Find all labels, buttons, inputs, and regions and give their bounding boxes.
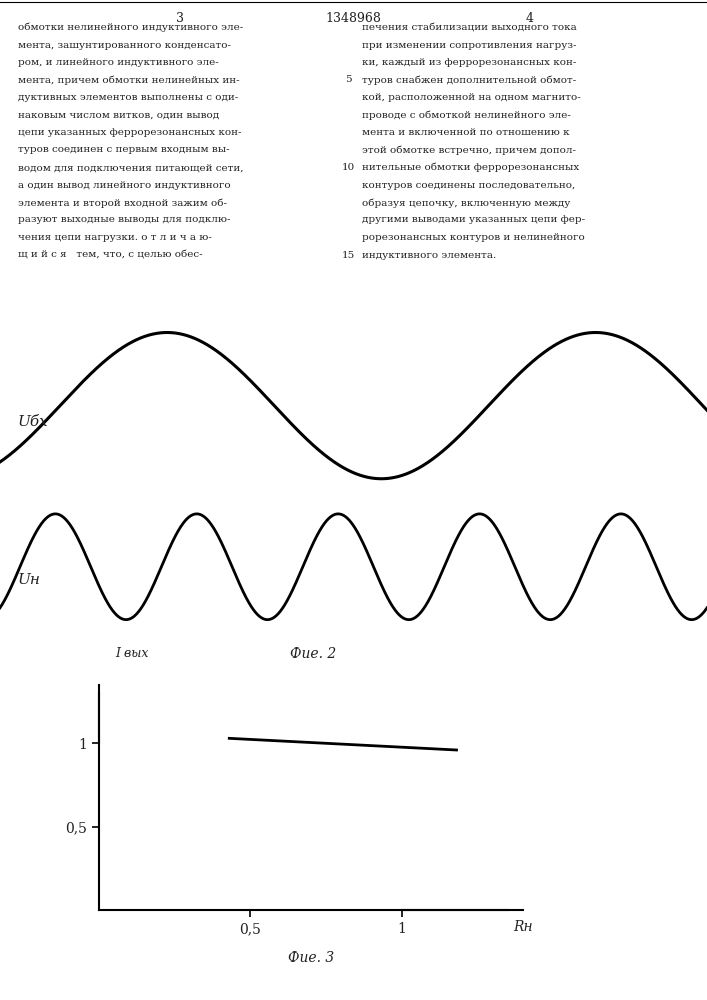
Text: I вых: I вых — [115, 647, 148, 660]
Text: контуров соединены последовательно,: контуров соединены последовательно, — [362, 180, 575, 190]
Text: 3: 3 — [176, 12, 184, 25]
Text: дуктивных элементов выполнены с оди-: дуктивных элементов выполнены с оди- — [18, 93, 238, 102]
Text: Rн: Rн — [513, 920, 533, 934]
Text: проводе с обмоткой нелинейного эле-: проводе с обмоткой нелинейного эле- — [362, 110, 571, 120]
Text: 4: 4 — [526, 12, 534, 25]
Text: печения стабилизации выходного тока: печения стабилизации выходного тока — [362, 23, 577, 32]
Text: чения цепи нагрузки. о т л и ч а ю-: чения цепи нагрузки. о т л и ч а ю- — [18, 233, 212, 242]
Text: 10: 10 — [341, 163, 355, 172]
Text: наковым числом витков, один вывод: наковым числом витков, один вывод — [18, 110, 219, 119]
Text: щ и й с я   тем, что, с целью обес-: щ и й с я тем, что, с целью обес- — [18, 250, 203, 259]
Text: Uбх: Uбх — [18, 415, 49, 429]
Text: Фие. 3: Фие. 3 — [288, 950, 334, 964]
Text: Uн: Uн — [18, 573, 41, 587]
Text: элемента и второй входной зажим об-: элемента и второй входной зажим об- — [18, 198, 227, 208]
Text: рорезонансных контуров и нелинейного: рорезонансных контуров и нелинейного — [362, 233, 585, 242]
Text: индуктивного элемента.: индуктивного элемента. — [362, 250, 496, 259]
Text: 5: 5 — [345, 76, 351, 85]
Text: ром, и линейного индуктивного эле-: ром, и линейного индуктивного эле- — [18, 58, 218, 67]
Text: другими выводами указанных цепи фер-: другими выводами указанных цепи фер- — [362, 216, 585, 225]
Text: мента, зашунтированного конденсато-: мента, зашунтированного конденсато- — [18, 40, 231, 49]
Text: цепи указанных феррорезонансных кон-: цепи указанных феррорезонансных кон- — [18, 128, 242, 137]
Text: Фие. 2: Фие. 2 — [290, 647, 337, 661]
Text: ки, каждый из феррорезонансных кон-: ки, каждый из феррорезонансных кон- — [362, 58, 576, 67]
Text: 1348968: 1348968 — [325, 12, 381, 25]
Text: нительные обмотки феррорезонансных: нительные обмотки феррорезонансных — [362, 163, 579, 172]
Text: водом для подключения питающей сети,: водом для подключения питающей сети, — [18, 163, 243, 172]
Text: туров снабжен дополнительной обмот-: туров снабжен дополнительной обмот- — [362, 76, 576, 85]
Text: образуя цепочку, включенную между: образуя цепочку, включенную между — [362, 198, 571, 208]
Text: обмотки нелинейного индуктивного эле-: обмотки нелинейного индуктивного эле- — [18, 23, 243, 32]
Text: 15: 15 — [341, 250, 355, 259]
Text: при изменении сопротивления нагруз-: при изменении сопротивления нагруз- — [362, 40, 576, 49]
Text: мента и включенной по отношению к: мента и включенной по отношению к — [362, 128, 570, 137]
Text: туров соединен с первым входным вы-: туров соединен с первым входным вы- — [18, 145, 230, 154]
Text: мента, причем обмотки нелинейных ин-: мента, причем обмотки нелинейных ин- — [18, 76, 240, 85]
Text: кой, расположенной на одном магнито-: кой, расположенной на одном магнито- — [362, 93, 580, 102]
Text: разуют выходные выводы для подклю-: разуют выходные выводы для подклю- — [18, 216, 230, 225]
Text: этой обмотке встречно, причем допол-: этой обмотке встречно, причем допол- — [362, 145, 576, 155]
Text: а один вывод линейного индуктивного: а один вывод линейного индуктивного — [18, 180, 230, 190]
